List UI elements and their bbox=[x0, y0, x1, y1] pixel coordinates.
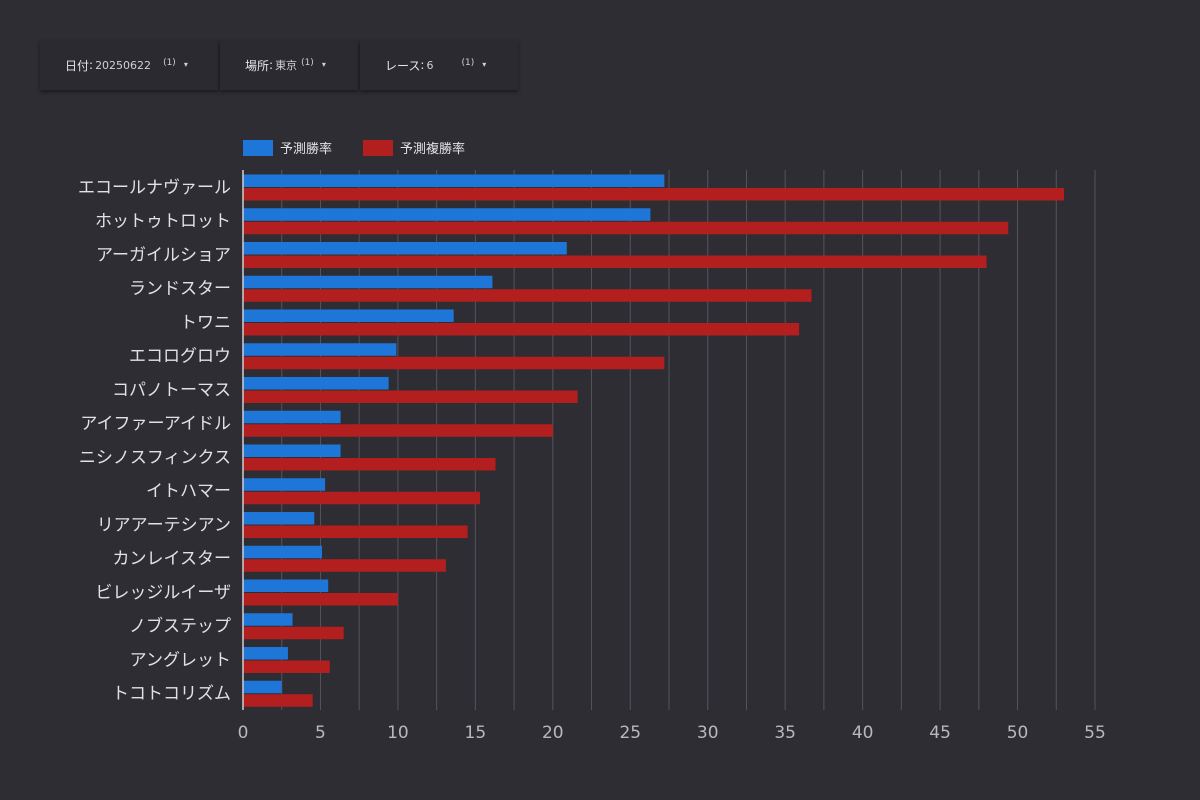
caret-down-icon: ▾ bbox=[321, 59, 326, 69]
x-tick-label: 5 bbox=[315, 723, 326, 743]
x-tick-label: 40 bbox=[852, 723, 874, 743]
category-label: ノブステップ bbox=[129, 616, 231, 637]
bar-win bbox=[243, 613, 293, 626]
bar-place bbox=[243, 626, 344, 640]
x-tick-label: 15 bbox=[465, 723, 487, 743]
venue-filter-label: 場所 bbox=[245, 58, 270, 73]
bar-win bbox=[243, 343, 397, 356]
venue-filter-value: 東京 bbox=[275, 59, 298, 72]
category-label: アイファーアイドル bbox=[80, 414, 231, 434]
legend-swatch-place bbox=[363, 140, 393, 156]
caret-down-icon: ▾ bbox=[482, 59, 487, 69]
bar-win bbox=[243, 579, 329, 592]
bar-win bbox=[243, 242, 567, 255]
date-filter-count: (1) bbox=[163, 58, 176, 68]
legend-label-win: 予測勝率 bbox=[280, 141, 332, 157]
x-tick-label: 30 bbox=[697, 723, 719, 743]
date-filter-value: 20250622 bbox=[95, 58, 152, 72]
filter-bar: 日付: 20250622 (1) ▾ 場所: 東京 (1) ▾ レース: 6 (… bbox=[40, 40, 520, 90]
legend-swatch-win bbox=[243, 140, 273, 156]
bar-win bbox=[243, 309, 454, 322]
date-filter-label: 日付 bbox=[65, 58, 90, 73]
bar-place bbox=[243, 525, 468, 538]
category-label: アングレット bbox=[130, 650, 231, 670]
x-tick-label: 20 bbox=[542, 723, 564, 743]
bar-place bbox=[243, 694, 313, 707]
bar-place bbox=[243, 356, 665, 370]
bar-place bbox=[243, 559, 446, 572]
bar-place bbox=[243, 289, 812, 302]
category-label: リアアーテシアン bbox=[97, 515, 231, 535]
race-filter-label: レース bbox=[385, 58, 421, 73]
x-tick-label: 25 bbox=[619, 723, 641, 743]
x-tick-label: 0 bbox=[238, 723, 249, 743]
bar-win bbox=[243, 545, 323, 559]
bar-win bbox=[243, 275, 493, 289]
race-filter[interactable]: レース: 6 (1) ▾ bbox=[360, 40, 518, 90]
x-tick-label: 10 bbox=[387, 723, 409, 743]
category-label: ランドスター bbox=[129, 279, 231, 299]
x-tick-label: 45 bbox=[929, 723, 951, 743]
category-label: カンレイスター bbox=[113, 549, 232, 569]
x-tick-label: 50 bbox=[1007, 723, 1029, 743]
bar-place bbox=[243, 660, 330, 673]
race-filter-count: (1) bbox=[461, 58, 475, 68]
caret-down-icon: ▾ bbox=[183, 59, 188, 69]
bar-place bbox=[243, 593, 398, 606]
bar-place bbox=[243, 255, 987, 268]
category-label: アーガイルショア bbox=[96, 245, 231, 265]
category-label: エコログロウ bbox=[129, 347, 231, 367]
bar-place bbox=[243, 221, 1009, 235]
bar-place bbox=[243, 491, 481, 505]
bar-win bbox=[243, 174, 665, 187]
bar-place bbox=[243, 424, 553, 437]
bar-place bbox=[243, 188, 1065, 201]
category-label: トコトコリズム bbox=[112, 684, 231, 704]
category-label: イトハマー bbox=[146, 482, 231, 502]
category-label: トワニ bbox=[180, 313, 231, 333]
venue-filter[interactable]: 場所: 東京 (1) ▾ bbox=[220, 40, 358, 90]
bar-win bbox=[243, 444, 341, 457]
bar-place bbox=[243, 323, 800, 336]
bar-win bbox=[243, 208, 651, 221]
category-label: エコールナヴァール bbox=[78, 178, 231, 198]
legend-label-place: 予測複勝率 bbox=[400, 141, 465, 157]
venue-filter-count: (1) bbox=[301, 58, 314, 68]
x-tick-label: 55 bbox=[1084, 723, 1106, 743]
bar-win bbox=[243, 647, 288, 660]
bar-win bbox=[243, 512, 315, 525]
date-filter[interactable]: 日付: 20250622 (1) ▾ bbox=[40, 40, 218, 90]
race-filter-value: 6 bbox=[426, 58, 434, 72]
category-label: ニシノスフィンクス bbox=[79, 448, 231, 468]
category-label: ビレッジルイーザ bbox=[95, 583, 231, 603]
bar-win bbox=[243, 410, 341, 424]
bar-win bbox=[243, 680, 282, 694]
bar-place bbox=[243, 390, 578, 403]
x-tick-label: 35 bbox=[774, 723, 796, 743]
category-label: コパノトーマス bbox=[112, 380, 231, 400]
bar-win bbox=[243, 377, 389, 390]
category-label: ホットゥトロット bbox=[95, 212, 231, 232]
bar-place bbox=[243, 458, 496, 471]
bar-win bbox=[243, 478, 326, 491]
